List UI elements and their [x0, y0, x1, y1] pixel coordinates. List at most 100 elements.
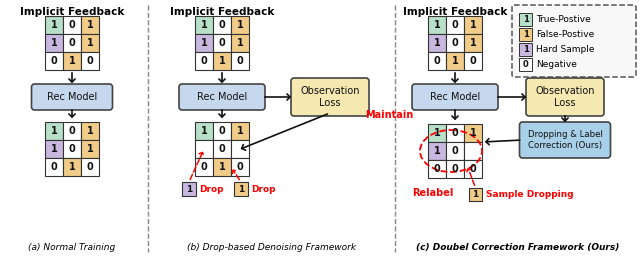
Bar: [428, 34, 446, 52]
Text: 0: 0: [68, 144, 76, 154]
Text: 1: 1: [237, 20, 243, 30]
Text: 0: 0: [68, 20, 76, 30]
Text: 0: 0: [219, 38, 225, 48]
Text: 1: 1: [470, 20, 476, 30]
Bar: [446, 52, 464, 70]
Text: 1: 1: [51, 126, 58, 136]
Bar: [231, 140, 249, 158]
Bar: [231, 52, 249, 70]
Text: Rec Model: Rec Model: [430, 92, 480, 102]
Bar: [464, 142, 482, 160]
Text: 1: 1: [452, 56, 458, 66]
Text: 0: 0: [470, 56, 476, 66]
Bar: [428, 16, 446, 34]
Text: Observation
Loss: Observation Loss: [535, 86, 595, 108]
Bar: [63, 140, 81, 158]
Bar: [428, 124, 446, 142]
Text: 1: 1: [434, 146, 440, 156]
Text: (c) Doubel Correction Framework (Ours): (c) Doubel Correction Framework (Ours): [416, 243, 619, 252]
Bar: [213, 122, 231, 140]
FancyBboxPatch shape: [520, 122, 611, 158]
Text: 1: 1: [523, 45, 529, 54]
Text: 0: 0: [68, 126, 76, 136]
Text: 0: 0: [51, 56, 58, 66]
Text: 1: 1: [470, 38, 476, 48]
Text: 1: 1: [434, 20, 440, 30]
Text: 1: 1: [219, 162, 225, 172]
FancyBboxPatch shape: [512, 5, 636, 77]
Bar: [81, 34, 99, 52]
Bar: [45, 158, 63, 176]
Bar: [469, 188, 482, 201]
Text: 0: 0: [219, 126, 225, 136]
Text: Implicit Feedback: Implicit Feedback: [403, 7, 507, 17]
Bar: [63, 122, 81, 140]
Bar: [464, 52, 482, 70]
FancyBboxPatch shape: [179, 84, 265, 110]
Text: 0: 0: [237, 56, 243, 66]
Text: True-Postive: True-Postive: [536, 15, 591, 24]
Text: 0: 0: [200, 56, 207, 66]
Text: Drop: Drop: [251, 185, 275, 194]
Text: 1: 1: [200, 38, 207, 48]
Text: Observation
Loss: Observation Loss: [300, 86, 360, 108]
Text: 0: 0: [86, 162, 93, 172]
Bar: [428, 52, 446, 70]
Bar: [213, 34, 231, 52]
Text: Negative: Negative: [536, 60, 577, 69]
Text: Rec Model: Rec Model: [47, 92, 97, 102]
Text: Implicit Feedback: Implicit Feedback: [170, 7, 274, 17]
Text: 1: 1: [238, 185, 244, 194]
Bar: [195, 122, 213, 140]
FancyBboxPatch shape: [412, 84, 498, 110]
Text: 0: 0: [434, 56, 440, 66]
Text: 0: 0: [68, 38, 76, 48]
Bar: [81, 158, 99, 176]
Bar: [519, 43, 532, 56]
Text: 1: 1: [219, 56, 225, 66]
Bar: [464, 124, 482, 142]
Bar: [213, 140, 231, 158]
Bar: [45, 122, 63, 140]
Bar: [464, 34, 482, 52]
Text: 0: 0: [452, 164, 458, 174]
Bar: [81, 122, 99, 140]
Text: Dropping & Label
Correction (Ours): Dropping & Label Correction (Ours): [527, 130, 602, 150]
Text: Sample Dropping: Sample Dropping: [486, 190, 573, 199]
Text: 0: 0: [452, 146, 458, 156]
Text: 0: 0: [219, 144, 225, 154]
Text: 1: 1: [86, 144, 93, 154]
Bar: [231, 122, 249, 140]
FancyBboxPatch shape: [291, 78, 369, 116]
Bar: [446, 160, 464, 178]
Text: 1: 1: [86, 126, 93, 136]
Bar: [231, 158, 249, 176]
Text: Hard Sample: Hard Sample: [536, 45, 595, 54]
Bar: [446, 142, 464, 160]
Text: Rec Model: Rec Model: [197, 92, 247, 102]
Text: 0: 0: [452, 38, 458, 48]
Text: False-Postive: False-Postive: [536, 30, 595, 39]
Text: 1: 1: [186, 185, 192, 194]
Text: 0: 0: [86, 56, 93, 66]
Text: 1: 1: [200, 20, 207, 30]
Bar: [519, 13, 532, 26]
Text: 1: 1: [523, 30, 529, 39]
Text: 1: 1: [51, 144, 58, 154]
Bar: [195, 16, 213, 34]
Bar: [464, 16, 482, 34]
Bar: [63, 158, 81, 176]
Text: 1: 1: [86, 20, 93, 30]
Bar: [195, 140, 213, 158]
Text: 0: 0: [470, 164, 476, 174]
Text: 1: 1: [472, 190, 479, 199]
Text: 1: 1: [68, 56, 76, 66]
Bar: [195, 52, 213, 70]
Bar: [45, 34, 63, 52]
Bar: [428, 160, 446, 178]
Text: 0: 0: [219, 20, 225, 30]
Bar: [81, 140, 99, 158]
Text: Drop: Drop: [199, 185, 223, 194]
Text: 1: 1: [434, 128, 440, 138]
Bar: [231, 16, 249, 34]
